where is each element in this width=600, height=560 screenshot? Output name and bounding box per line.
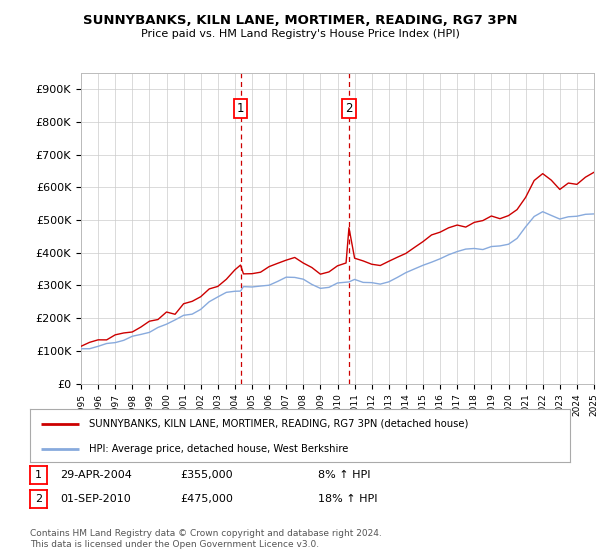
Text: Price paid vs. HM Land Registry's House Price Index (HPI): Price paid vs. HM Land Registry's House … (140, 29, 460, 39)
Text: 29-APR-2004: 29-APR-2004 (60, 470, 132, 480)
Text: 2: 2 (345, 102, 353, 115)
Text: 1: 1 (237, 102, 244, 115)
Text: £355,000: £355,000 (180, 470, 233, 480)
Text: 2: 2 (35, 494, 42, 504)
Text: £475,000: £475,000 (180, 494, 233, 504)
Text: Contains HM Land Registry data © Crown copyright and database right 2024.
This d: Contains HM Land Registry data © Crown c… (30, 529, 382, 549)
Text: SUNNYBANKS, KILN LANE, MORTIMER, READING, RG7 3PN: SUNNYBANKS, KILN LANE, MORTIMER, READING… (83, 14, 517, 27)
Text: 01-SEP-2010: 01-SEP-2010 (60, 494, 131, 504)
Text: 8% ↑ HPI: 8% ↑ HPI (318, 470, 371, 480)
Text: HPI: Average price, detached house, West Berkshire: HPI: Average price, detached house, West… (89, 444, 349, 454)
Text: SUNNYBANKS, KILN LANE, MORTIMER, READING, RG7 3PN (detached house): SUNNYBANKS, KILN LANE, MORTIMER, READING… (89, 419, 469, 429)
Text: 18% ↑ HPI: 18% ↑ HPI (318, 494, 377, 504)
Text: 1: 1 (35, 470, 42, 480)
